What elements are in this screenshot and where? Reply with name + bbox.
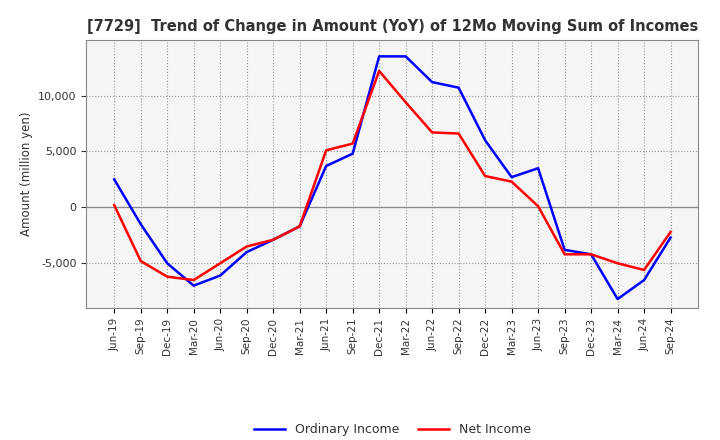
Ordinary Income <box>640 277 649 282</box>
Net Income <box>136 258 145 264</box>
Line: Net Income: Net Income <box>114 71 670 280</box>
Net Income <box>375 68 384 73</box>
Ordinary Income <box>243 249 251 255</box>
Net Income <box>508 179 516 184</box>
Ordinary Income <box>189 283 198 288</box>
Net Income <box>322 148 330 153</box>
Y-axis label: Amount (million yen): Amount (million yen) <box>19 112 32 236</box>
Ordinary Income <box>401 54 410 59</box>
Ordinary Income <box>163 260 171 266</box>
Net Income <box>666 229 675 235</box>
Net Income <box>454 131 463 136</box>
Net Income <box>481 173 490 179</box>
Ordinary Income <box>560 247 569 253</box>
Ordinary Income <box>534 165 542 171</box>
Legend: Ordinary Income, Net Income: Ordinary Income, Net Income <box>248 418 536 440</box>
Ordinary Income <box>428 80 436 85</box>
Net Income <box>587 252 595 257</box>
Title: [7729]  Trend of Change in Amount (YoY) of 12Mo Moving Sum of Incomes: [7729] Trend of Change in Amount (YoY) o… <box>87 19 698 34</box>
Ordinary Income <box>587 252 595 257</box>
Ordinary Income <box>295 224 304 229</box>
Ordinary Income <box>269 237 277 242</box>
Net Income <box>613 260 622 266</box>
Net Income <box>295 224 304 229</box>
Ordinary Income <box>348 151 357 156</box>
Net Income <box>534 204 542 209</box>
Ordinary Income <box>322 163 330 169</box>
Ordinary Income <box>110 177 119 182</box>
Net Income <box>269 237 277 242</box>
Net Income <box>348 141 357 146</box>
Line: Ordinary Income: Ordinary Income <box>114 56 670 299</box>
Net Income <box>401 99 410 105</box>
Ordinary Income <box>613 297 622 302</box>
Net Income <box>428 130 436 135</box>
Ordinary Income <box>666 235 675 240</box>
Net Income <box>640 268 649 273</box>
Net Income <box>189 277 198 282</box>
Ordinary Income <box>508 175 516 180</box>
Net Income <box>110 202 119 208</box>
Ordinary Income <box>375 54 384 59</box>
Net Income <box>216 260 225 266</box>
Ordinary Income <box>454 85 463 90</box>
Net Income <box>243 244 251 249</box>
Net Income <box>560 252 569 257</box>
Ordinary Income <box>136 221 145 227</box>
Ordinary Income <box>216 273 225 278</box>
Net Income <box>163 274 171 279</box>
Ordinary Income <box>481 138 490 143</box>
